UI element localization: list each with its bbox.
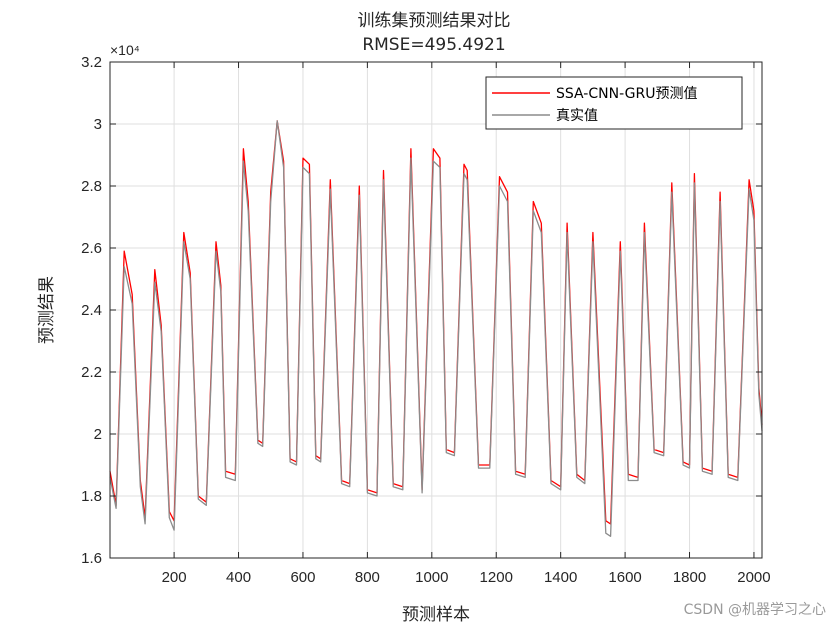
- legend-label-predicted: SSA-CNN-GRU预测值: [556, 86, 697, 102]
- y-tick-label: 1.8: [81, 488, 102, 505]
- y-tick-label: 3.2: [81, 54, 102, 71]
- y-tick-label: 2.4: [81, 302, 102, 319]
- x-tick-label: 1800: [673, 569, 706, 586]
- y-exponent-label: ×10⁴: [110, 42, 140, 58]
- x-tick-label: 2000: [737, 569, 770, 586]
- y-axis-title: 预测结果: [37, 276, 57, 344]
- x-tick-label: 1600: [608, 569, 641, 586]
- x-tick-label: 800: [355, 569, 380, 586]
- x-tick-label: 600: [290, 569, 315, 586]
- x-tick-label: 1200: [480, 569, 513, 586]
- legend: SSA-CNN-GRU预测值 真实值: [485, 76, 743, 130]
- y-axis-ticks: 1.6 1.8 2 2.2 2.4 2.6 2.8 3 3.2: [81, 54, 762, 567]
- x-tick-label: 400: [226, 569, 251, 586]
- x-axis-ticks: 200 400 600 800 1000 1200 1400 1600 1800 2000: [162, 62, 771, 586]
- series-lines: [109, 120, 763, 537]
- y-tick-label: 1.6: [81, 550, 102, 567]
- y-tick-label: 2: [94, 426, 102, 443]
- y-tick-label: 2.8: [81, 178, 102, 195]
- legend-box: [485, 76, 743, 130]
- legend-label-actual: 真实值: [556, 108, 598, 124]
- y-tick-label: 2.6: [81, 240, 102, 257]
- x-axis-title: 预测样本: [402, 605, 470, 625]
- x-tick-label: 1400: [544, 569, 577, 586]
- chart-subtitle: RMSE=495.4921: [362, 35, 505, 55]
- y-tick-label: 3: [94, 116, 102, 133]
- series-line-actual: [109, 120, 763, 537]
- chart-title: 训练集预测结果对比: [358, 11, 511, 31]
- x-tick-label: 200: [162, 569, 187, 586]
- y-tick-label: 2.2: [81, 364, 102, 381]
- x-tick-label: 1000: [415, 569, 448, 586]
- watermark: CSDN @机器学习之心: [684, 602, 826, 618]
